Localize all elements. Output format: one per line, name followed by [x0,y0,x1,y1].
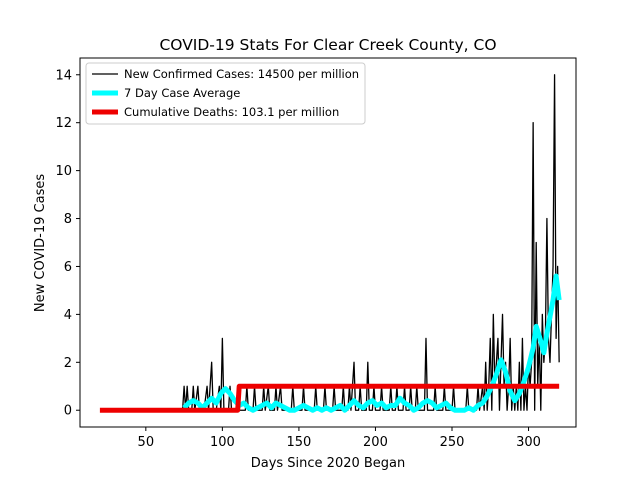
y-tick-label: 10 [55,164,72,179]
y-tick-label: 4 [64,308,72,323]
x-tick-label: 200 [363,435,388,450]
legend: New Confirmed Cases: 14500 per million 7 … [85,62,366,125]
legend-label: New Confirmed Cases: 14500 per million [124,67,359,81]
y-tick-label: 8 [64,212,72,227]
plot-area [79,57,577,428]
x-tick-label: 100 [210,435,235,450]
y-tick-label: 0 [64,404,72,419]
legend-label: Cumulative Deaths: 103.1 per million [124,105,339,119]
y-axis: 0 2 4 6 8 10 12 14 [55,68,80,419]
y-tick-label: 14 [55,68,72,83]
x-tick-label: 150 [286,435,311,450]
chart-title: COVID-19 Stats For Clear Creek County, C… [159,36,496,54]
legend-entry-cumulative-deaths: Cumulative Deaths: 103.1 per million [92,105,339,119]
legend-box [85,62,366,125]
legend-entry-7-day-average: 7 Day Case Average [92,86,240,100]
y-tick-label: 6 [64,260,72,275]
legend-label: 7 Day Case Average [124,86,240,100]
series-7-day-average-line [182,273,562,413]
x-axis: 50 100 150 200 250 300 [138,427,541,450]
series-cumulative-deaths-line [99,383,560,413]
x-tick-label: 250 [440,435,465,450]
y-tick-label: 12 [55,116,72,131]
legend-entry-new-cases: New Confirmed Cases: 14500 per million [92,67,359,81]
y-tick-label: 2 [64,356,72,371]
plot-frame [79,57,577,428]
x-tick-label: 300 [516,435,541,450]
x-axis-label: Days Since 2020 Began [251,456,406,471]
x-tick-label: 50 [138,435,155,450]
y-axis-label: New COVID-19 Cases [33,174,48,312]
